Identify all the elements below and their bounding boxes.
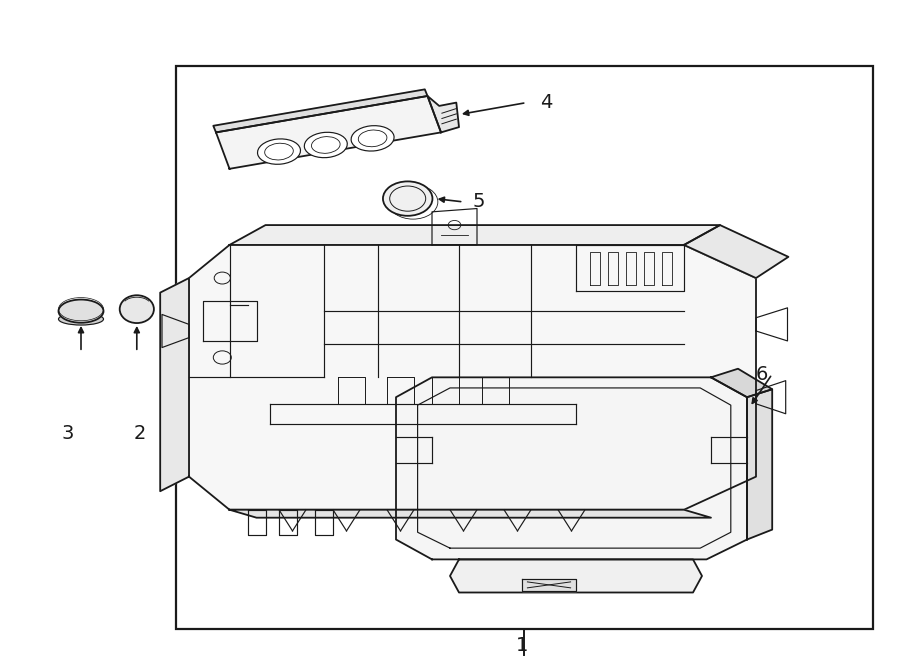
Polygon shape: [684, 225, 788, 278]
Polygon shape: [711, 369, 772, 397]
Ellipse shape: [120, 295, 154, 323]
Polygon shape: [428, 96, 459, 132]
Polygon shape: [189, 245, 756, 510]
Polygon shape: [450, 559, 702, 592]
Text: 2: 2: [133, 424, 146, 443]
Ellipse shape: [58, 313, 104, 325]
Ellipse shape: [351, 126, 394, 151]
Text: 3: 3: [61, 424, 74, 443]
Text: 4: 4: [540, 93, 553, 112]
Polygon shape: [216, 96, 441, 169]
Ellipse shape: [257, 139, 301, 164]
Polygon shape: [230, 510, 711, 518]
Polygon shape: [160, 278, 189, 491]
Bar: [176, 66, 873, 629]
Polygon shape: [747, 389, 772, 540]
Polygon shape: [213, 89, 428, 132]
Polygon shape: [522, 579, 576, 591]
Text: 1: 1: [516, 636, 528, 655]
Polygon shape: [396, 377, 747, 559]
Text: 6: 6: [756, 365, 769, 383]
Ellipse shape: [58, 300, 104, 323]
Text: 5: 5: [472, 193, 485, 211]
Polygon shape: [230, 225, 720, 245]
Ellipse shape: [383, 181, 432, 216]
Ellipse shape: [304, 132, 347, 158]
